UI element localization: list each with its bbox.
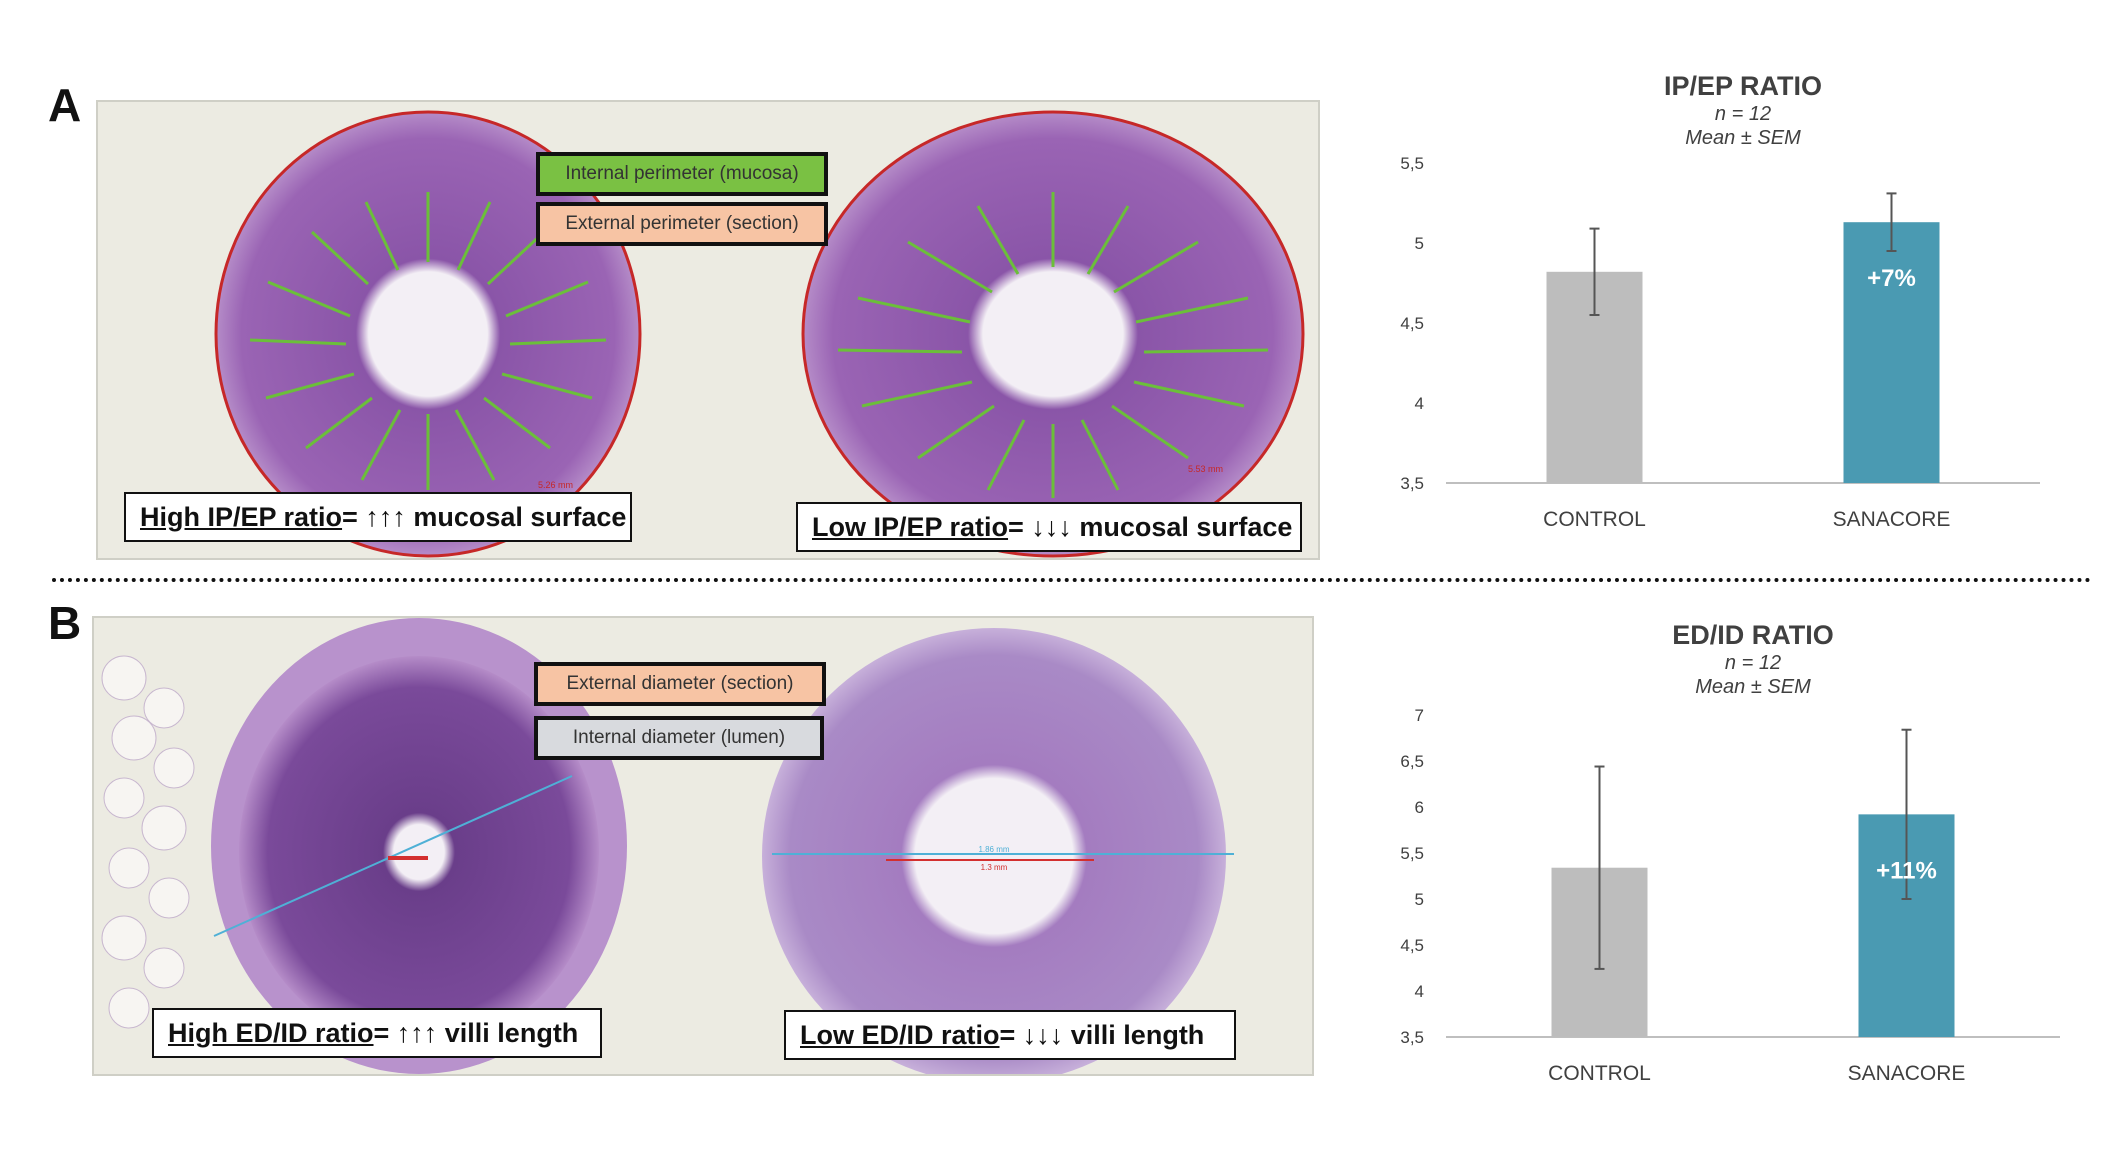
tissue-section-right-b [762,628,1226,1074]
y-tick-label: 4,5 [1400,314,1424,333]
tissue-section-left [214,110,642,558]
y-tick-label: 6,5 [1400,752,1424,771]
y-tick-label: 3,5 [1400,1028,1424,1047]
y-tick-label: 3,5 [1400,474,1424,493]
caption-low-ip-ep: Low IP/EP ratio = ↓↓↓ mucosal surface [796,502,1302,552]
x-category-label: CONTROL [1543,508,1646,531]
scale-label-top: 1.86 mm [978,845,1009,854]
y-tick-label: 5 [1415,890,1424,909]
panel-letter-a: A [48,79,82,131]
y-tick-label: 5,5 [1400,154,1424,173]
internal-perimeter-trace-right [837,192,1269,498]
caption-high-ip-ep-text: = ↑↑↑ mucosal surface [342,501,627,532]
x-category-label: CONTROL [1548,1062,1651,1085]
caption-low-ip-ep-text: = ↓↓↓ mucosal surface [1008,511,1293,542]
y-tick-label: 5,5 [1400,844,1424,863]
panel-letter-b: B [48,597,82,649]
legend-internal-diameter: Internal diameter (lumen) [534,716,824,760]
scale-label-right: 5.53 mm [1188,464,1223,474]
y-tick-label: 4 [1415,394,1424,413]
bar-data-label: +7% [1867,265,1916,292]
x-category-label: SANACORE [1848,1062,1966,1085]
tissue-section-right [801,110,1305,558]
y-tick-label: 4 [1415,982,1424,1001]
caption-high-ed-id-term: High ED/ID ratio [168,1017,374,1048]
micrograph-a-illustration: 5.26 mm 5.53 mm [214,110,1305,558]
y-tick-label: 6 [1415,798,1424,817]
y-tick-label: 5 [1415,234,1424,253]
caption-high-ed-id-text: = ↑↑↑ villi length [373,1017,579,1048]
scale-label-left: 5.26 mm [538,480,573,490]
micrograph-panel-a: 5.26 mm 5.53 mm Internal perimeter (muco… [96,100,1320,560]
caption-high-ip-ep: High IP/EP ratio = ↑↑↑ mucosal surface [124,492,632,542]
chart-subtitle: n = 12 [1725,652,1781,674]
micrograph-panel-b: 1.86 mm 1.3 mm External diameter (sectio… [92,616,1314,1076]
internal-perimeter-trace-left [249,192,607,490]
micrograph-b-illustration: 1.86 mm 1.3 mm [101,618,1234,1074]
caption-low-ed-id-text: = ↓↓↓ villi length [999,1019,1205,1050]
y-tick-label: 4,5 [1400,936,1424,955]
chart-subtitle: n = 12 [1715,103,1771,125]
chart-ed-id-ratio: ED/ID RATIO n = 12 Mean ± SEM 3,5 4 4,5 5 5,5 6 6… [1360,608,2060,1098]
caption-low-ed-id-term: Low ED/ID ratio [800,1019,1000,1050]
caption-high-ed-id: High ED/ID ratio = ↑↑↑ villi length [152,1008,602,1058]
caption-low-ip-ep-term: Low IP/EP ratio [812,511,1009,542]
tissue-section-left-b [239,656,599,1048]
x-category-label: SANACORE [1833,508,1951,531]
adipose-tissue [101,655,195,1029]
chart-title: IP/EP RATIO [1664,71,1822,101]
panel-divider [52,578,2092,582]
chart-title: ED/ID RATIO [1672,620,1834,650]
legend-external-diameter: External diameter (section) [534,662,826,706]
legend-external-perimeter: External perimeter (section) [536,202,828,246]
chart-subtitle: Mean ± SEM [1695,676,1811,698]
caption-low-ed-id: Low ED/ID ratio = ↓↓↓ villi length [784,1010,1236,1060]
legend-internal-perimeter: Internal perimeter (mucosa) [536,152,828,196]
scale-label-bottom: 1.3 mm [981,863,1008,872]
y-tick-label: 7 [1415,706,1424,725]
chart-ip-ep-ratio: IP/EP RATIO n = 12 Mean ± SEM 3,5 4 4,5 5 5,5 CO… [1360,60,2060,560]
bar-data-label: +11% [1876,857,1937,884]
caption-high-ip-ep-term: High IP/EP ratio [140,501,343,532]
bar-sanacore [1843,222,1940,483]
chart-subtitle: Mean ± SEM [1685,127,1801,149]
